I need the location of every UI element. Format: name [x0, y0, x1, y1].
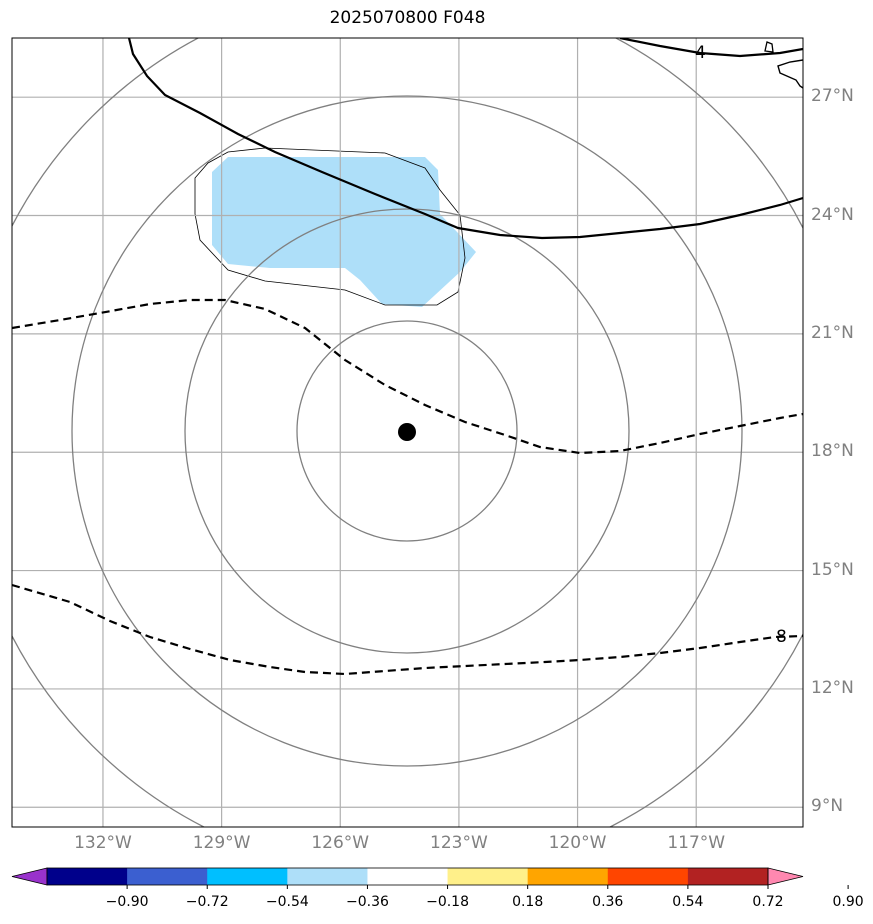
- range-ring-outer: [12, 38, 803, 827]
- colorbar-segment: [527, 868, 609, 885]
- colorbar-tick-label: −0.54: [265, 894, 309, 910]
- colorbar-segment: [447, 868, 529, 885]
- lat-tick-label: 27°N: [811, 86, 854, 107]
- range-ring-third: [71, 95, 743, 767]
- colorbar-tick-label: 0.36: [592, 894, 624, 910]
- map-title: 2025070800 F048: [329, 8, 486, 28]
- colorbar-tick-label: 0.72: [752, 894, 784, 910]
- colorbar-extend-max: [767, 867, 804, 886]
- lat-tick-label: 24°N: [811, 204, 854, 225]
- lat-tick-label: 18°N: [811, 441, 854, 462]
- solid-contour-line-4: [619, 38, 803, 58]
- contour-label-8: 8: [776, 627, 787, 647]
- colorbar-tick-label: 0.18: [512, 894, 544, 910]
- colorbar: [11, 867, 849, 889]
- gridlines: [12, 38, 803, 827]
- colorbar-tick-label: 0.54: [672, 894, 704, 910]
- lon-tick-label: 120°W: [548, 833, 607, 853]
- colorbar-tick-label: −0.90: [105, 894, 149, 910]
- dashed-contour-line-north: [12, 298, 803, 455]
- colorbar-tick-label: −0.18: [426, 894, 469, 910]
- lat-tick-label: 9°N: [811, 796, 844, 817]
- lat-tick-label: 15°N: [811, 559, 854, 580]
- dashed-contour-line-south: [12, 583, 803, 676]
- colorbar-segment: [607, 868, 689, 885]
- coastline: [777, 59, 803, 89]
- lat-tick-label: 12°N: [811, 677, 854, 698]
- lon-tick-label: 132°W: [74, 833, 132, 853]
- colorbar-frame: [46, 867, 769, 886]
- range-ring-inner: [296, 320, 518, 542]
- colorbar-segment: [687, 868, 769, 885]
- colorbar-segment: [287, 868, 368, 885]
- colorbar-segment: [47, 868, 128, 885]
- colorbar-tick-label: −0.36: [345, 894, 389, 910]
- colorbar-segment: [367, 868, 449, 885]
- contour-label-4: 4: [695, 43, 706, 63]
- field-outline-contour: [194, 147, 466, 306]
- lon-tick-label: 117°W: [667, 833, 726, 853]
- storm-center-marker: [398, 423, 416, 441]
- map-frame: [11, 37, 804, 828]
- colorbar-tick-label: 0.90: [832, 894, 864, 910]
- range-rings: [12, 38, 803, 827]
- colorbar-segment: [127, 868, 208, 885]
- lon-tick-label: 126°W: [311, 833, 370, 853]
- colorbar-tick-label: −0.72: [185, 894, 229, 910]
- island-outline: [764, 41, 774, 53]
- shaded-field-region: [212, 157, 476, 307]
- colorbar-extend-min: [11, 867, 48, 886]
- solid-contour-line: [127, 38, 803, 240]
- range-ring-second: [184, 208, 630, 654]
- lon-tick-label: 123°W: [430, 833, 488, 853]
- colorbar-segment: [207, 868, 288, 885]
- lat-tick-label: 21°N: [811, 322, 854, 343]
- lon-tick-label: 129°W: [192, 833, 251, 853]
